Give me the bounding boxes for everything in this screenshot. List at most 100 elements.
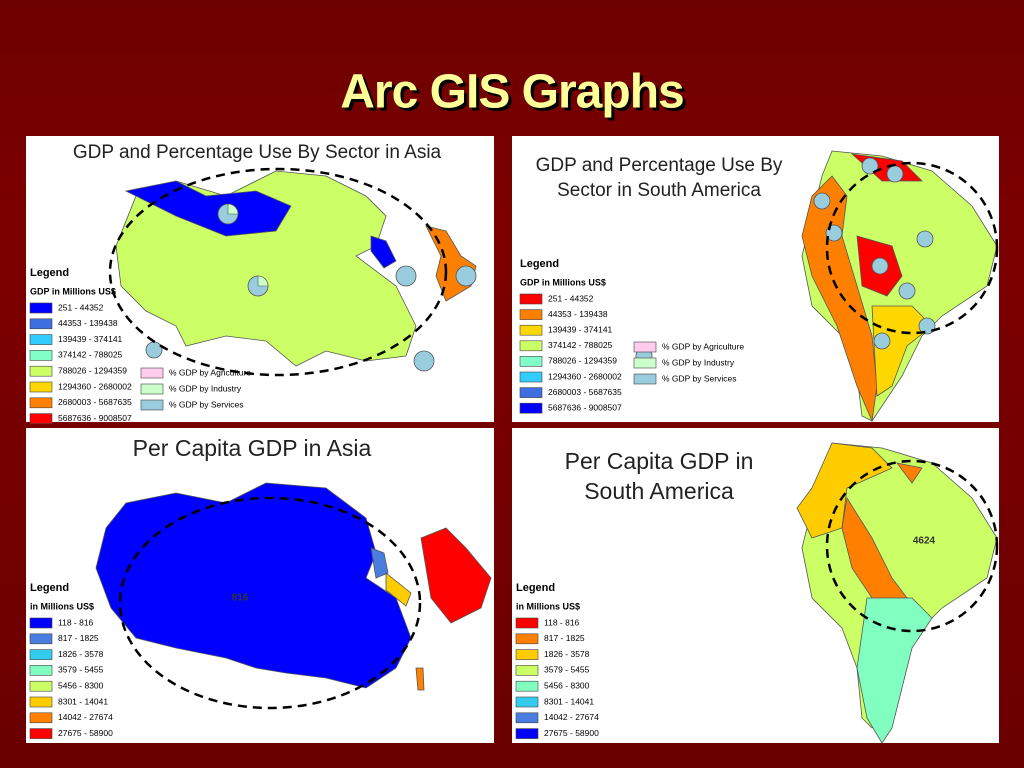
slide-title: Arc GIS Graphs (340, 66, 683, 119)
region (370, 235, 397, 269)
legend-title: Legend (30, 267, 69, 279)
legend-swatch (519, 340, 543, 352)
legend-label: 14042 - 27674 (544, 712, 599, 722)
legend-label: 118 - 816 (544, 617, 580, 627)
pie (861, 157, 879, 175)
region (896, 462, 923, 484)
map (796, 442, 998, 744)
legend-label: 27675 - 58900 (58, 728, 113, 738)
legend-label: 817 - 1825 (58, 633, 99, 643)
legend-swatch (519, 309, 543, 320)
legend-swatch (29, 350, 53, 361)
legend-label: 8301 - 14041 (58, 696, 108, 706)
legend-swatch (29, 712, 53, 724)
legend-label: 2680003 - 5687635 (58, 397, 132, 407)
legend-swatch (515, 617, 539, 629)
pie-legend-label: % GDP by Agriculture (169, 367, 251, 377)
legend-swatch (29, 696, 53, 708)
legend-swatch (519, 293, 543, 305)
map-label: 4624 (913, 536, 936, 547)
pie (898, 282, 916, 300)
legend-label: 251 - 44352 (548, 293, 594, 303)
pie (873, 332, 891, 350)
pie-legend-swatch (633, 357, 657, 369)
legend-swatch (515, 633, 539, 645)
legend-label: 5456 - 8300 (58, 680, 104, 690)
pie-wedge (257, 275, 269, 287)
pie-legend-swatch (633, 373, 657, 385)
legend-swatch (29, 649, 53, 660)
legend-label: 5687636 - 9008507 (58, 413, 132, 423)
legend-label: 3579 - 5455 (58, 665, 104, 675)
legend-subtitle: GDP in Millions US$ (520, 277, 606, 287)
legend-label: 1294360 - 2680002 (58, 381, 132, 391)
pies (145, 203, 477, 372)
pie (916, 230, 934, 248)
panel-title: GDP and Percentage Use By Sector in Asia (73, 142, 442, 163)
legend-swatch (519, 402, 543, 414)
highlight-ellipse (825, 459, 999, 633)
legend-subtitle: GDP in Millions US$ (30, 286, 116, 296)
legend-swatch (29, 397, 53, 409)
legend-swatch (515, 680, 539, 692)
legend-subtitle: in Millions US$ (30, 601, 94, 611)
legend-label: 44353 - 139438 (58, 318, 118, 328)
pie-legend-label: % GDP by Agriculture (662, 341, 744, 351)
legend-title: Legend (30, 582, 69, 594)
pie (871, 257, 889, 275)
legend-title: Legend (516, 582, 555, 594)
legend-swatch (29, 365, 53, 377)
legend-label: 1826 - 3578 (544, 649, 590, 659)
pie (145, 341, 163, 359)
highlight-ellipse (825, 161, 999, 335)
legend-swatch (515, 649, 539, 660)
pie-legend-label: % GDP by Industry (169, 383, 242, 393)
legend-swatch (515, 728, 539, 739)
panel-title: GDP and Percentage Use By (536, 155, 783, 176)
region (385, 572, 412, 607)
legend-label: 5687636 - 9008507 (548, 402, 622, 412)
pie-legend-swatch (140, 383, 164, 395)
legend-label: 374142 - 788025 (548, 340, 613, 350)
legend-label: 139439 - 374141 (548, 324, 613, 334)
legend-label: 251 - 44352 (58, 302, 104, 312)
legend-label: 5456 - 8300 (544, 680, 590, 690)
legend-swatch (519, 356, 543, 367)
legend-swatch (29, 680, 53, 692)
panel-title: Sector in South America (557, 180, 761, 201)
region (796, 442, 893, 539)
legend-subtitle: in Millions US$ (516, 601, 580, 611)
legend-swatch (29, 617, 53, 629)
legend-label: 1826 - 3578 (58, 649, 104, 659)
region (370, 547, 389, 579)
legend-swatch (29, 728, 53, 739)
legend-label: 139439 - 374141 (58, 334, 123, 344)
region (420, 527, 492, 624)
legend-swatch (515, 665, 539, 676)
legend-label: 14042 - 27674 (58, 712, 113, 722)
legend-swatch (519, 387, 543, 398)
panel: GDP and Percentage Use By Sector in Asia… (26, 136, 494, 424)
legend-label: 817 - 1825 (544, 633, 585, 643)
pie (395, 265, 417, 287)
panel: Per Capita GDP in South America Legend in M… (512, 428, 999, 744)
panel-title: Per Capita GDP in (565, 448, 754, 474)
legend-swatch (515, 696, 539, 708)
pie (813, 192, 831, 210)
legend-swatch (519, 324, 543, 336)
region (95, 482, 412, 689)
legend-swatch (29, 633, 53, 645)
region (415, 667, 425, 691)
highlight-ellipse (108, 167, 448, 377)
legend-title: Legend (520, 258, 559, 270)
pie-legend-label: % GDP by Services (662, 373, 736, 383)
highlight-ellipse (118, 496, 422, 710)
pie (455, 265, 477, 287)
legend-label: 8301 - 14041 (544, 696, 594, 706)
panel: Per Capita GDP in Asia Legend in Millions … (26, 428, 494, 743)
legend-label: 788026 - 1294359 (548, 356, 617, 366)
legend-label: 27675 - 58900 (544, 728, 599, 738)
legend-swatch (519, 371, 543, 383)
legend-label: 44353 - 139438 (548, 309, 608, 319)
